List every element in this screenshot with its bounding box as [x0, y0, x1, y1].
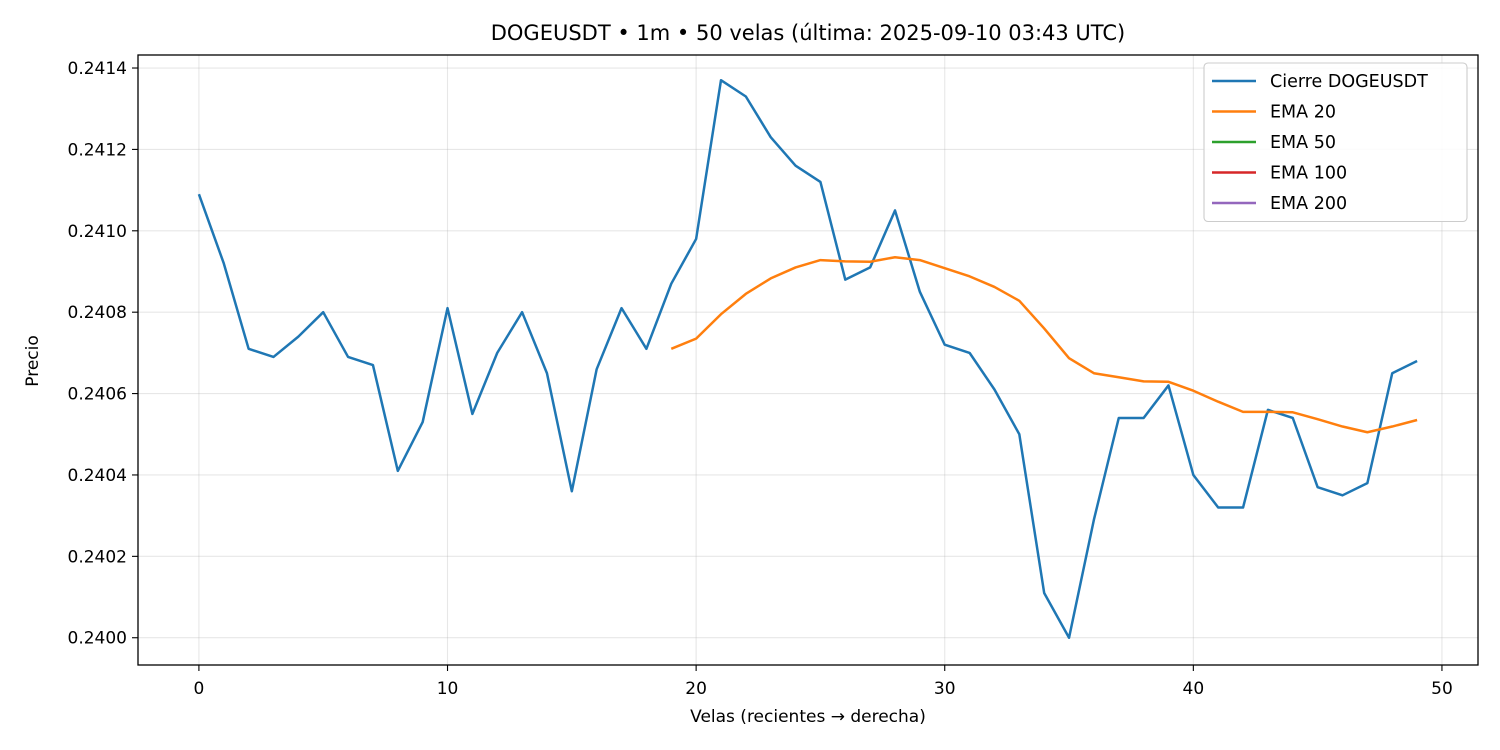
- plot-frame: [137, 54, 1479, 666]
- legend-label: Cierre DOGEUSDT: [1270, 72, 1428, 92]
- y-tick-label: 0.2404: [68, 466, 127, 486]
- series-line-ema-20: [670, 256, 1418, 434]
- x-axis-title: Velas (recientes → derecha): [690, 707, 926, 727]
- series-lines: [197, 78, 1418, 639]
- legend: Cierre DOGEUSDT EMA 20 EMA 50 EMA 100 EMA 20…: [1203, 62, 1468, 223]
- y-tick-label: 0.2414: [68, 59, 127, 79]
- y-tick-label: 0.2410: [68, 222, 127, 242]
- legend-label: EMA 20: [1270, 103, 1336, 123]
- x-tick-label: 20: [685, 679, 707, 699]
- grid-lines: [138, 55, 1478, 665]
- x-tick-label: 50: [1431, 679, 1453, 699]
- series-line-cierre-dogeusdt: [197, 78, 1418, 639]
- legend-label: EMA 50: [1270, 133, 1336, 153]
- y-tick-label: 0.2406: [68, 385, 127, 405]
- chart-title: DOGEUSDT • 1m • 50 velas (última: 2025-0…: [491, 21, 1126, 45]
- x-tick-label: 0: [193, 679, 204, 699]
- y-tick-label: 0.2402: [68, 547, 127, 567]
- y-tick-label: 0.2408: [68, 303, 127, 323]
- y-tick-label: 0.2400: [68, 629, 127, 649]
- legend-label: EMA 200: [1270, 194, 1347, 214]
- y-axis-title: Precio: [23, 335, 43, 387]
- x-tick-label: 10: [437, 679, 459, 699]
- legend-box: [1203, 62, 1468, 223]
- axis-ticks: 0 10 20 30 40 50 0.2400 0.2402 0.2404 0.2406 0.240…: [68, 59, 1453, 699]
- y-tick-label: 0.2412: [68, 140, 127, 160]
- x-tick-label: 30: [934, 679, 956, 699]
- legend-label: EMA 100: [1270, 164, 1347, 184]
- x-tick-label: 40: [1183, 679, 1205, 699]
